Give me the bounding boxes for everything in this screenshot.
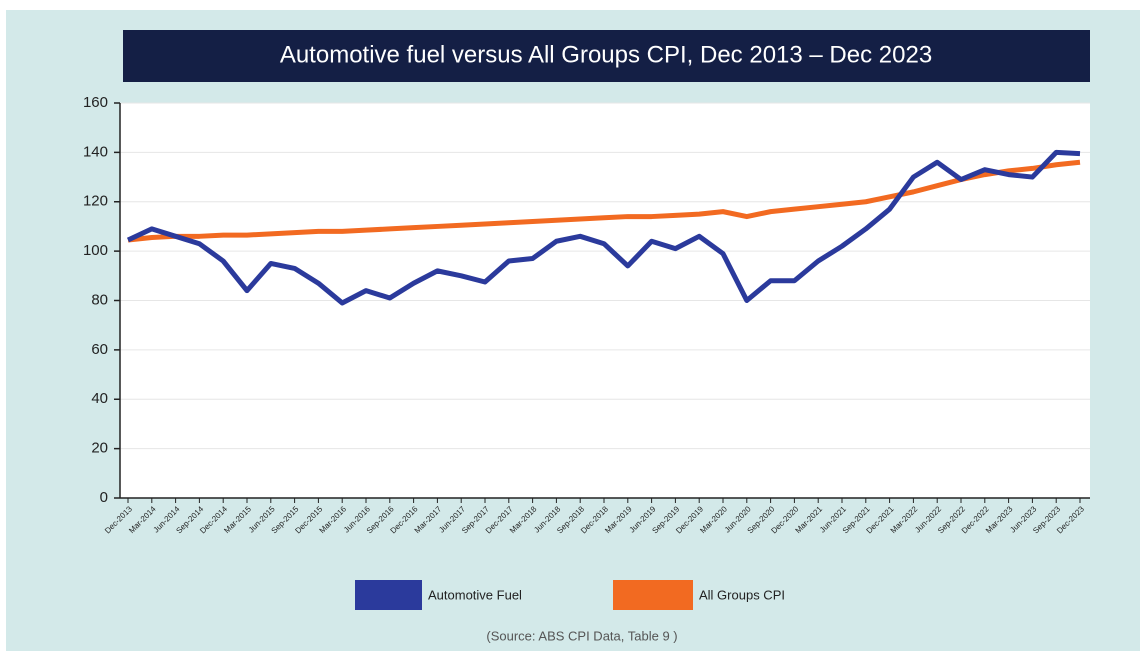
chart-title: Automotive fuel versus All Groups CPI, D… (280, 41, 932, 68)
legend-swatch (355, 580, 422, 610)
y-tick-label: 140 (83, 143, 108, 160)
legend-label: All Groups CPI (699, 587, 785, 602)
y-tick-label: 0 (100, 489, 108, 506)
y-tick-label: 60 (91, 341, 108, 358)
series-line (127, 159, 1081, 243)
y-tick-label: 40 (91, 390, 108, 407)
y-tick-label: 100 (83, 242, 108, 259)
y-tick-label: 80 (91, 291, 108, 308)
legend-label: Automotive Fuel (428, 587, 522, 602)
source-note: (Source: ABS CPI Data, Table 9 ) (486, 628, 677, 643)
series-line (126, 149, 1081, 306)
title-bar (123, 30, 1090, 82)
y-tick-label: 160 (83, 94, 108, 111)
legend-swatch (613, 580, 693, 610)
y-tick-label: 20 (91, 440, 108, 457)
y-tick-label: 120 (83, 193, 108, 210)
